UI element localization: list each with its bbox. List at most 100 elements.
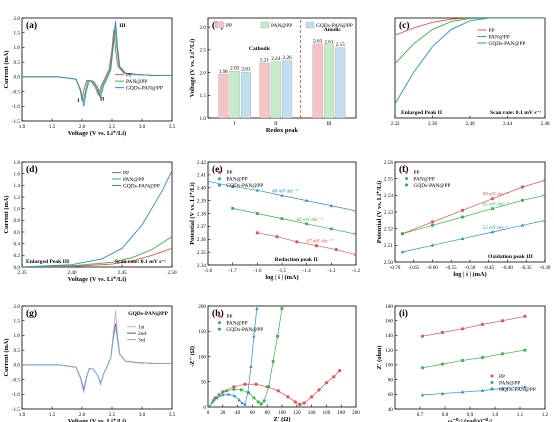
- legend-label: PP: [489, 28, 495, 34]
- legend-marker: [490, 374, 494, 378]
- series-line-i-2: [422, 386, 526, 396]
- bar-value-label: 2.63: [313, 38, 322, 44]
- y-tick-label: 2.56: [384, 160, 393, 166]
- data-point: [210, 400, 215, 404]
- data-point: [338, 369, 342, 373]
- y-tick-label: -1.0: [12, 392, 21, 398]
- y-tick-label: 2.0: [200, 70, 207, 76]
- legend-marker: [217, 170, 221, 174]
- data-point: [249, 364, 253, 368]
- bar-b-1-0: [229, 71, 240, 118]
- data-point: [217, 393, 221, 397]
- y-tick-label: 3.0: [200, 25, 207, 31]
- data-point: [232, 387, 236, 391]
- y-tick-label: 1.5: [200, 93, 207, 99]
- data-point: [239, 388, 243, 392]
- y-tick-label: 1.0: [14, 206, 21, 212]
- legend-marker: [405, 183, 408, 187]
- y-tick-label: 2.39: [197, 198, 206, 204]
- legend-label: PAN@PP: [126, 79, 147, 85]
- x-tick-label: 100: [278, 410, 286, 416]
- x-axis-label: Voltage (V vs. Li⁺/Li): [68, 418, 126, 422]
- x-tick-label: 2.5: [109, 412, 116, 418]
- data-point: [225, 389, 228, 393]
- plot-frame: [394, 305, 546, 410]
- plot-frame: [21, 305, 173, 410]
- x-tick-label: -0.30: [540, 265, 551, 271]
- legend-marker: [217, 314, 221, 318]
- y-tick-label: 2.0: [14, 16, 21, 22]
- x-tick-label: 2.5: [109, 124, 116, 130]
- x-axis-label: Redox peak: [266, 127, 299, 134]
- plot-frame: [21, 17, 173, 122]
- data-point: [271, 360, 275, 363]
- y-tick-label: 1.6: [14, 171, 21, 177]
- data-point: [317, 388, 321, 392]
- data-point: [252, 334, 256, 338]
- y-tick-label: 1.5: [14, 319, 21, 325]
- data-point: [332, 375, 336, 379]
- x-tick-label: -1.3: [327, 268, 336, 274]
- data-point: [243, 382, 247, 386]
- y-axis-label: Current (mA): [3, 195, 10, 233]
- slope-label: 66 mV dec⁻¹: [297, 217, 324, 223]
- bar-b-1-1: [270, 61, 281, 118]
- peak-name-label: Oxidation peak III: [488, 254, 533, 260]
- data-point: [232, 394, 237, 398]
- legend-label: PAN@PP: [226, 320, 247, 326]
- legend-marker: [490, 381, 494, 385]
- x-tick-label: -1.4: [303, 268, 312, 274]
- x-tick-label: 1.1: [517, 412, 524, 418]
- data-point: [208, 405, 211, 407]
- legend-label: PAN@PP: [123, 177, 144, 183]
- data-point: [305, 222, 309, 226]
- y-tick-label: 2.51: [384, 243, 393, 249]
- y-tick-label: 2.35: [197, 250, 206, 256]
- y-tick-label: -1.5: [12, 407, 21, 413]
- x-tick-label: 3.5: [169, 124, 176, 130]
- data-point: [230, 184, 235, 188]
- data-point: [254, 382, 258, 386]
- legend-label: GQDs-PAN@PP: [226, 327, 263, 333]
- bar-value-label: 2.26: [283, 55, 292, 61]
- y-tick-label: 160: [385, 319, 393, 325]
- y-tick-label: 2.5: [200, 48, 207, 54]
- x-tick-label: 2.0: [79, 412, 86, 418]
- y-tick-label: 2.42: [197, 160, 206, 166]
- series-line-i-1: [422, 349, 526, 369]
- bar-value-label: 2.21: [260, 58, 269, 64]
- x-tick-label: -0.55: [446, 265, 457, 271]
- y-tick-label: 0.2: [14, 253, 21, 259]
- y-tick-label: 2.37: [197, 224, 206, 230]
- legend-label: GQDs-PAN@PP: [226, 183, 263, 189]
- x-tick-label: 1.5: [49, 124, 56, 130]
- data-point: [231, 206, 235, 210]
- bar-value-label: 2.61: [324, 39, 333, 45]
- series-line-g-2: [22, 326, 172, 391]
- legend-label: PP: [226, 170, 232, 176]
- x-tick-label: 200: [352, 410, 360, 416]
- data-point: [521, 198, 524, 202]
- legend-label: PP: [126, 72, 132, 78]
- bar-b-0-2: [312, 43, 323, 118]
- y-tick-label: 1.8: [14, 160, 21, 166]
- y-tick-label: 2.54: [384, 193, 393, 199]
- data-point: [421, 366, 424, 370]
- y-tick-label: 80: [388, 377, 394, 383]
- data-point: [354, 232, 356, 236]
- x-axis-label: Voltage (V vs. Li⁺/Li): [68, 276, 126, 283]
- data-point: [520, 185, 525, 189]
- x-tick-label: -0.65: [408, 265, 419, 271]
- data-point: [246, 390, 250, 394]
- legend-marker: [217, 183, 221, 187]
- legend-swatch: [260, 21, 270, 29]
- y-tick-label: 0.4: [14, 241, 21, 247]
- x-tick-label: -1.8: [204, 268, 213, 274]
- data-point: [276, 389, 280, 393]
- data-point: [215, 396, 219, 400]
- legend-label: 3rd: [138, 337, 145, 343]
